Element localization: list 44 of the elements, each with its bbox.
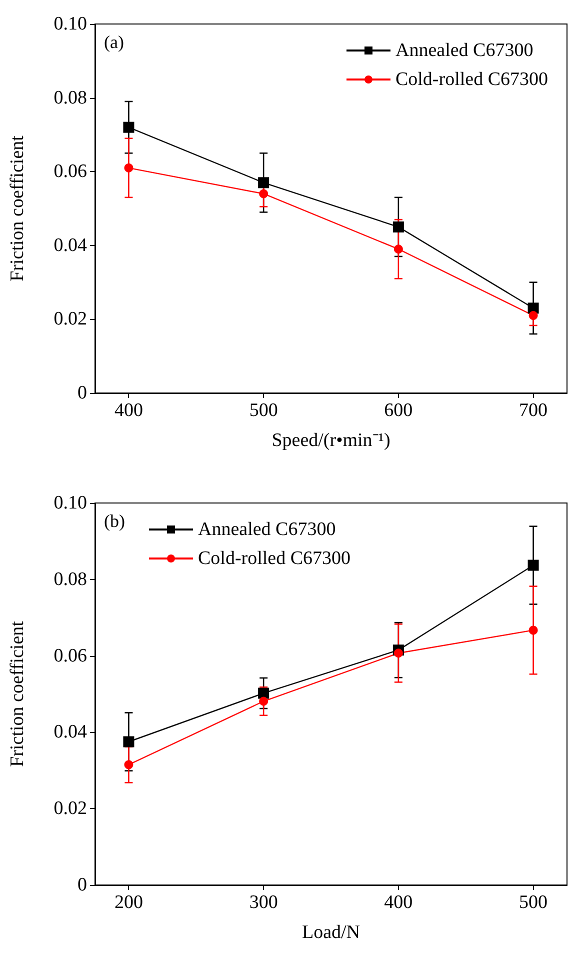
point [258,688,270,699]
y-tick-label: 0.02 [54,798,87,820]
legend-label: Annealed C67300 [198,519,336,540]
point [394,244,403,254]
x-tick-label: 600 [384,400,413,421]
point [392,221,404,232]
x-tick-label: 500 [249,400,278,421]
y-tick-label: 0.02 [54,308,87,330]
y-tick-label: 0.08 [54,568,87,590]
y-tick-label: 0.10 [54,14,87,34]
point [123,122,134,133]
y-tick-label: 0 [78,382,87,404]
x-axis-title: Speed/(r•min⁻¹) [272,430,390,451]
chart-title: (b) [104,511,125,531]
y-axis-title: Friction coefficient [7,134,28,282]
point [124,760,134,770]
point [528,626,538,635]
point [528,560,539,571]
y-tick-label: 0.06 [54,645,87,666]
legend-label: Cold-rolled C67300 [395,69,548,90]
x-tick-label: 400 [384,892,413,913]
x-axis-title: Load/N [302,922,360,943]
point [394,648,403,658]
y-tick-label: 0.08 [54,87,87,108]
y-axis-title: Friction coefficient [7,620,28,767]
point [259,696,268,706]
y-tick-label: 0 [78,874,87,896]
point [528,311,538,320]
chart-title: (a) [104,32,124,52]
legend-label: Annealed C67300 [395,40,534,61]
x-tick-label: 200 [114,892,143,913]
x-tick-label: 500 [519,892,548,913]
point [123,736,134,748]
y-tick-label: 0.04 [54,234,88,256]
x-tick-label: 700 [519,400,548,421]
point [124,163,134,172]
x-tick-label: 400 [114,400,143,421]
y-tick-label: 0.04 [54,722,88,743]
point [259,189,268,198]
legend-label: Cold-rolled C67300 [198,548,351,569]
y-tick-label: 0.06 [54,161,87,182]
y-tick-label: 0.10 [54,492,87,514]
x-tick-label: 300 [249,892,278,913]
point [258,177,270,188]
